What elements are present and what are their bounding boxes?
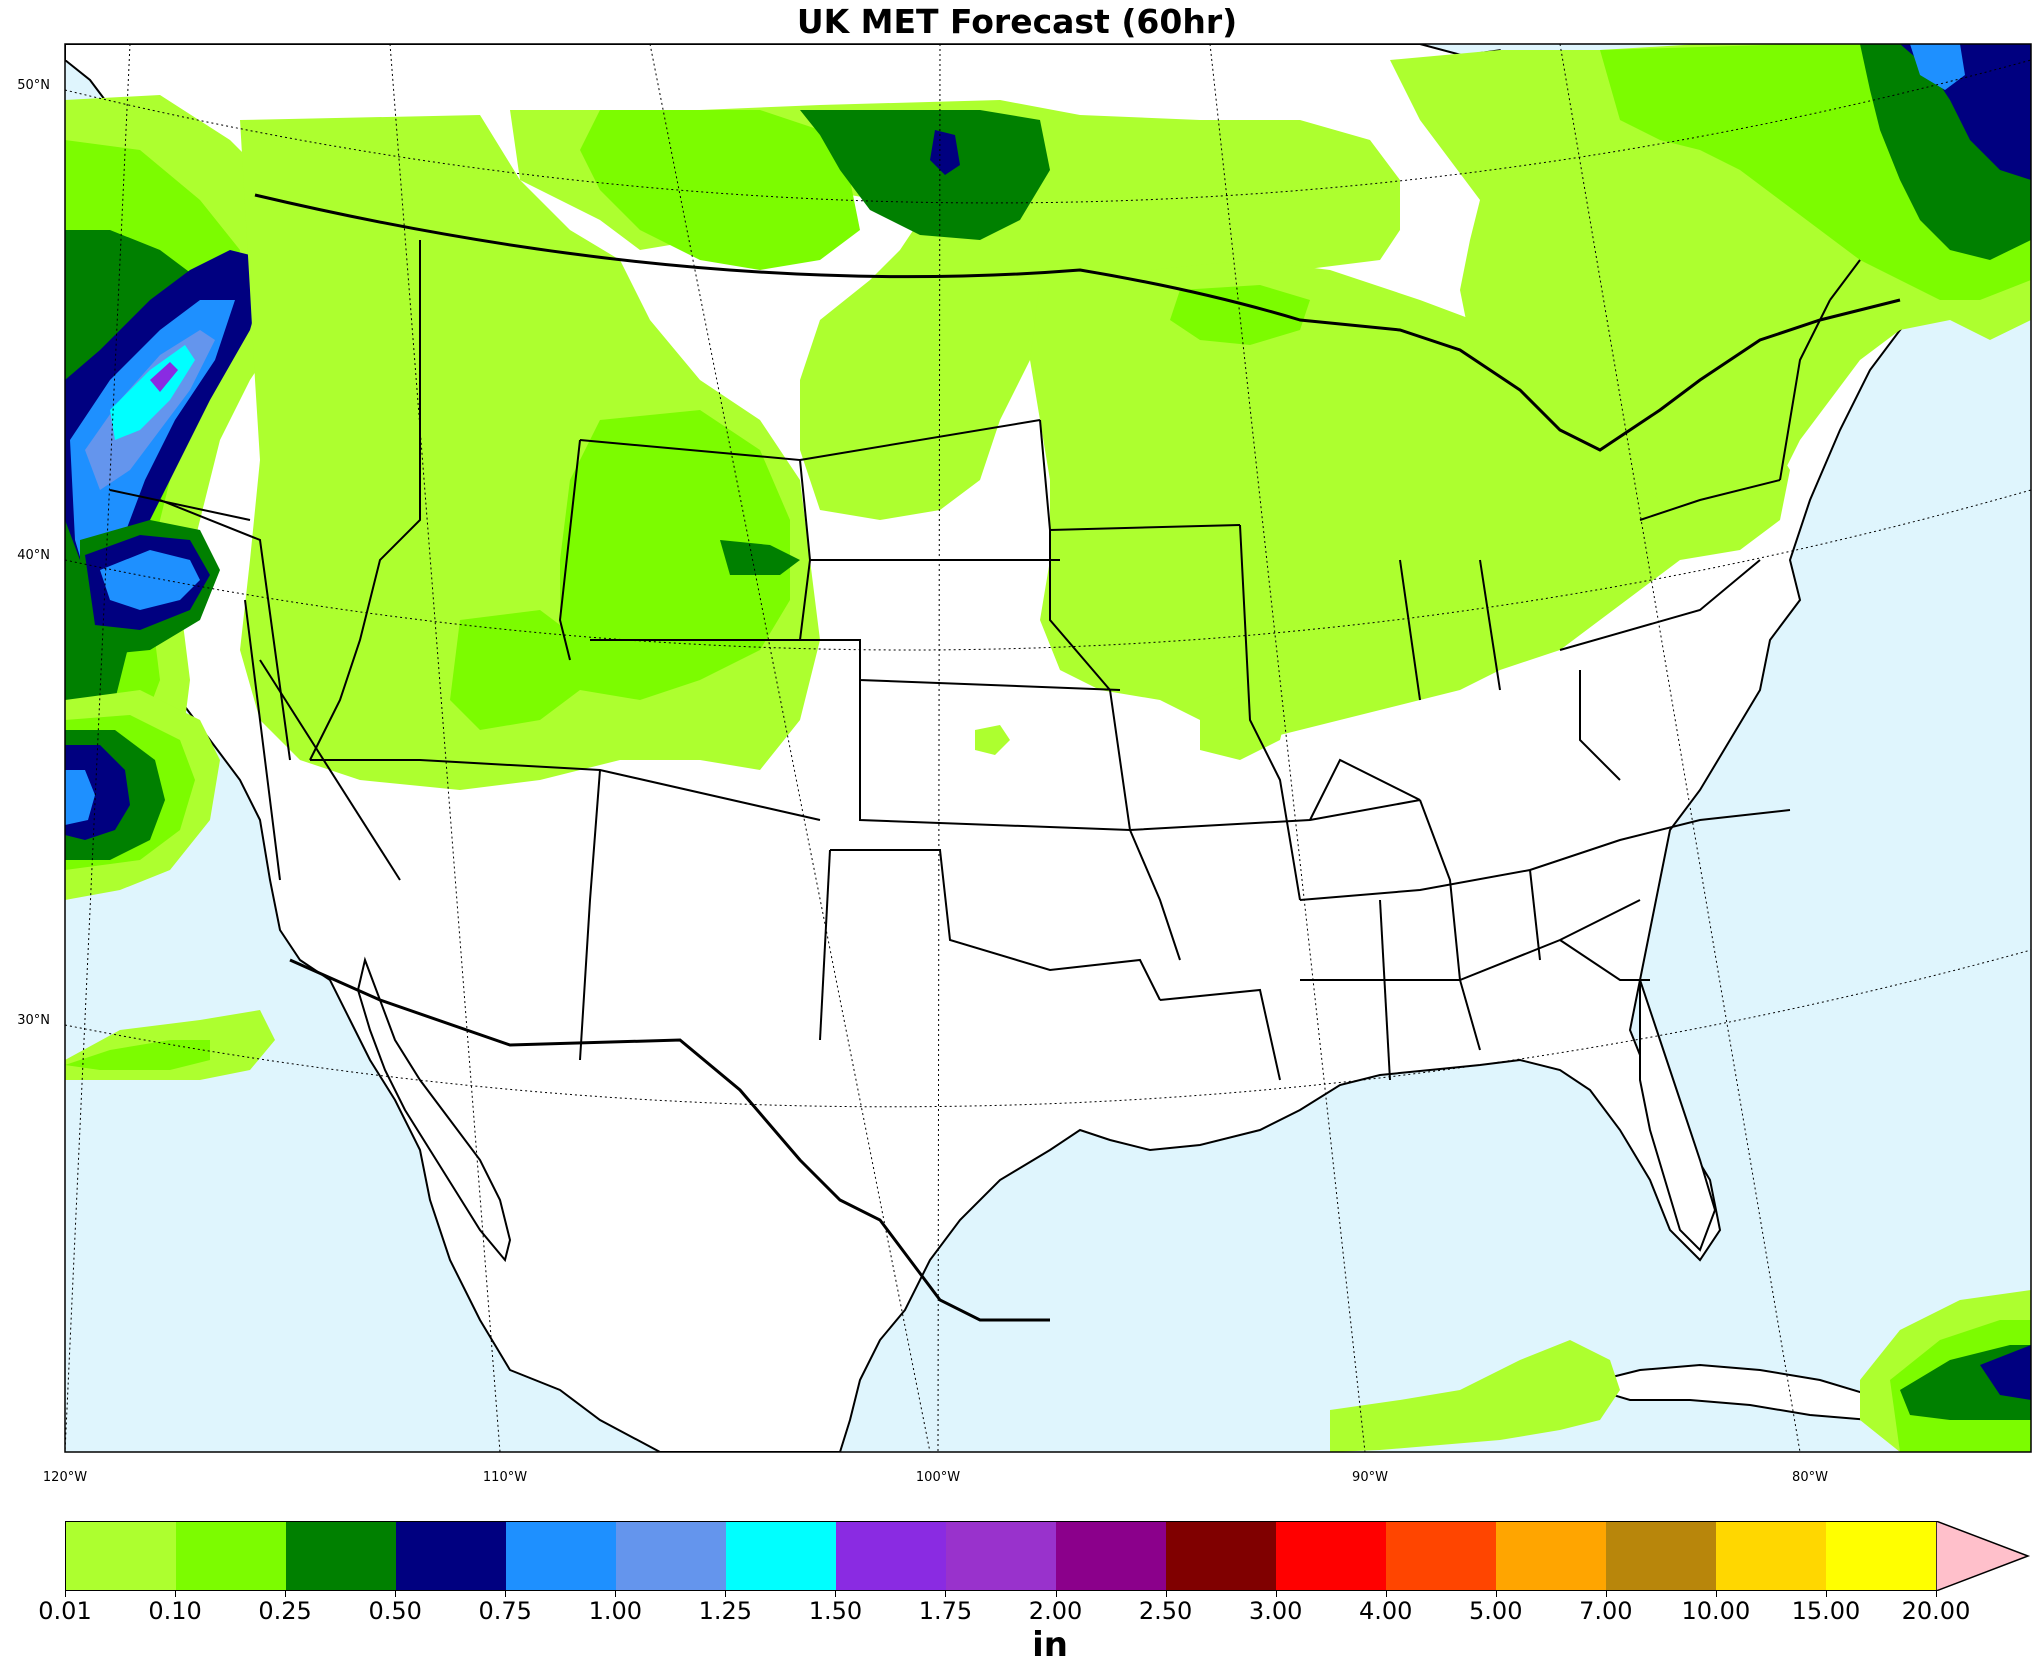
precip-rockies-010 [560,410,790,700]
precip-carib-050 [1980,1345,2031,1400]
colorbar-box-0 [66,1522,176,1590]
precip-rockies-025 [720,540,800,575]
colorbar-tickmark [1055,1591,1057,1597]
precip-norcal-075 [100,550,200,610]
colorbar-tick-label: 1.50 [808,1597,863,1625]
colorbar-box-1 [176,1522,286,1590]
colorbar-box-2 [286,1522,396,1590]
lon-label-90w: 90°W [1352,1470,1388,1485]
colorbar-box-12 [1386,1522,1496,1590]
colorbar-unit-label: in [1032,1625,1068,1665]
lat-label-50n: 50°N [17,78,50,93]
precip-midwest-010 [1170,285,1310,345]
colorbar-box-16 [1826,1522,1936,1590]
precip-gulf-001 [1330,1340,1620,1452]
colorbar-box-5 [616,1522,726,1590]
precipitation-shading [65,44,2031,1452]
precip-kansas-001 [975,725,1010,755]
colorbar-box-6 [726,1522,836,1590]
map-frame [64,43,2032,1453]
precip-socal-075 [65,770,95,825]
colorbar-box-15 [1716,1522,1826,1590]
colorbar-tick-label: 3.00 [1248,1597,1303,1625]
precip-offshore-010 [65,1040,210,1070]
colorbar-tickmark [505,1591,507,1597]
colorbar-tickmark [1385,1591,1387,1597]
colorbar-box-11 [1276,1522,1386,1590]
lat-label-30n: 30°N [17,1013,50,1028]
colorbar-tickmark [1605,1591,1607,1597]
precip-northplains-010 [580,110,860,270]
colorbar-box-7 [836,1522,946,1590]
lat-label-40n: 40°N [17,548,50,563]
colorbar-tickmark [1936,1591,1937,1597]
colorbar-tick-label: 5.00 [1469,1597,1523,1625]
precip-northplains-050 [930,130,960,175]
precip-minnesota-001 [1200,680,1290,760]
colorbar-tickmark [65,1591,66,1597]
precip-ne-075 [1910,44,1965,90]
colorbar-box-14 [1606,1522,1716,1590]
borders [109,193,1901,1322]
precip-colorado-010 [450,610,580,730]
precip-pnw-150 [150,362,178,392]
colorbar-tick-label: 2.50 [1138,1597,1193,1625]
colorbar [65,1521,1936,1591]
colorbar-tick-label: 2.00 [1028,1597,1083,1625]
colorbar-extend-arrow [1936,1521,2031,1591]
colorbar-tick-label: 15.00 [1791,1597,1861,1625]
colorbar-tickmark [1715,1591,1717,1597]
colorbar-box-3 [396,1522,506,1590]
lon-label-120w: 120°W [42,1470,88,1485]
colorbar-tick-label: 20.00 [1901,1597,1971,1625]
map-title: UK MET Forecast (60hr) [796,2,1238,41]
colorbar-tick-label: 0.10 [148,1597,202,1625]
colorbar-box-13 [1496,1522,1606,1590]
colorbar-tickmark [1495,1591,1497,1597]
colorbar-tick-label: 0.75 [478,1597,532,1625]
colorbar-tickmark [175,1591,177,1597]
graticule [65,44,2031,1452]
colorbar-box-9 [1056,1522,1166,1590]
colorbar-tick-label: 0.50 [368,1597,422,1625]
colorbar-tickmark [395,1591,397,1597]
lon-label-110w: 110°W [482,1470,528,1485]
colorbar-tickmark [1165,1591,1167,1597]
colorbar-box-10 [1166,1522,1276,1590]
colorbar-tick-label: 0.01 [38,1597,92,1625]
colorbar-tick-label: 1.00 [588,1597,642,1625]
lon-label-80w: 80°W [1792,1470,1828,1485]
colorbar-tickmark [1825,1591,1827,1597]
colorbar-tickmark [835,1591,837,1597]
colorbar-tickmark [1275,1591,1277,1597]
colorbar-tickmark [285,1591,287,1597]
colorbar-tick-label: 1.25 [698,1597,753,1625]
colorbar-tick-label: 10.00 [1681,1597,1751,1625]
lon-label-100w: 100°W [915,1470,961,1485]
colorbar-tick-label: 0.25 [258,1597,312,1625]
colorbar-tick-label: 7.00 [1579,1597,1633,1625]
colorbar-tickmark [725,1591,727,1597]
colorbar-box-4 [506,1522,616,1590]
precip-ne-050 [1900,44,2031,180]
colorbar-tick-label: 4.00 [1358,1597,1413,1625]
colorbar-tick-label: 1.75 [918,1597,973,1625]
colorbar-tickmark [945,1591,947,1597]
precip-northplains-025 [800,110,1050,240]
colorbar-box-8 [946,1522,1056,1590]
colorbar-tickmark [615,1591,617,1597]
